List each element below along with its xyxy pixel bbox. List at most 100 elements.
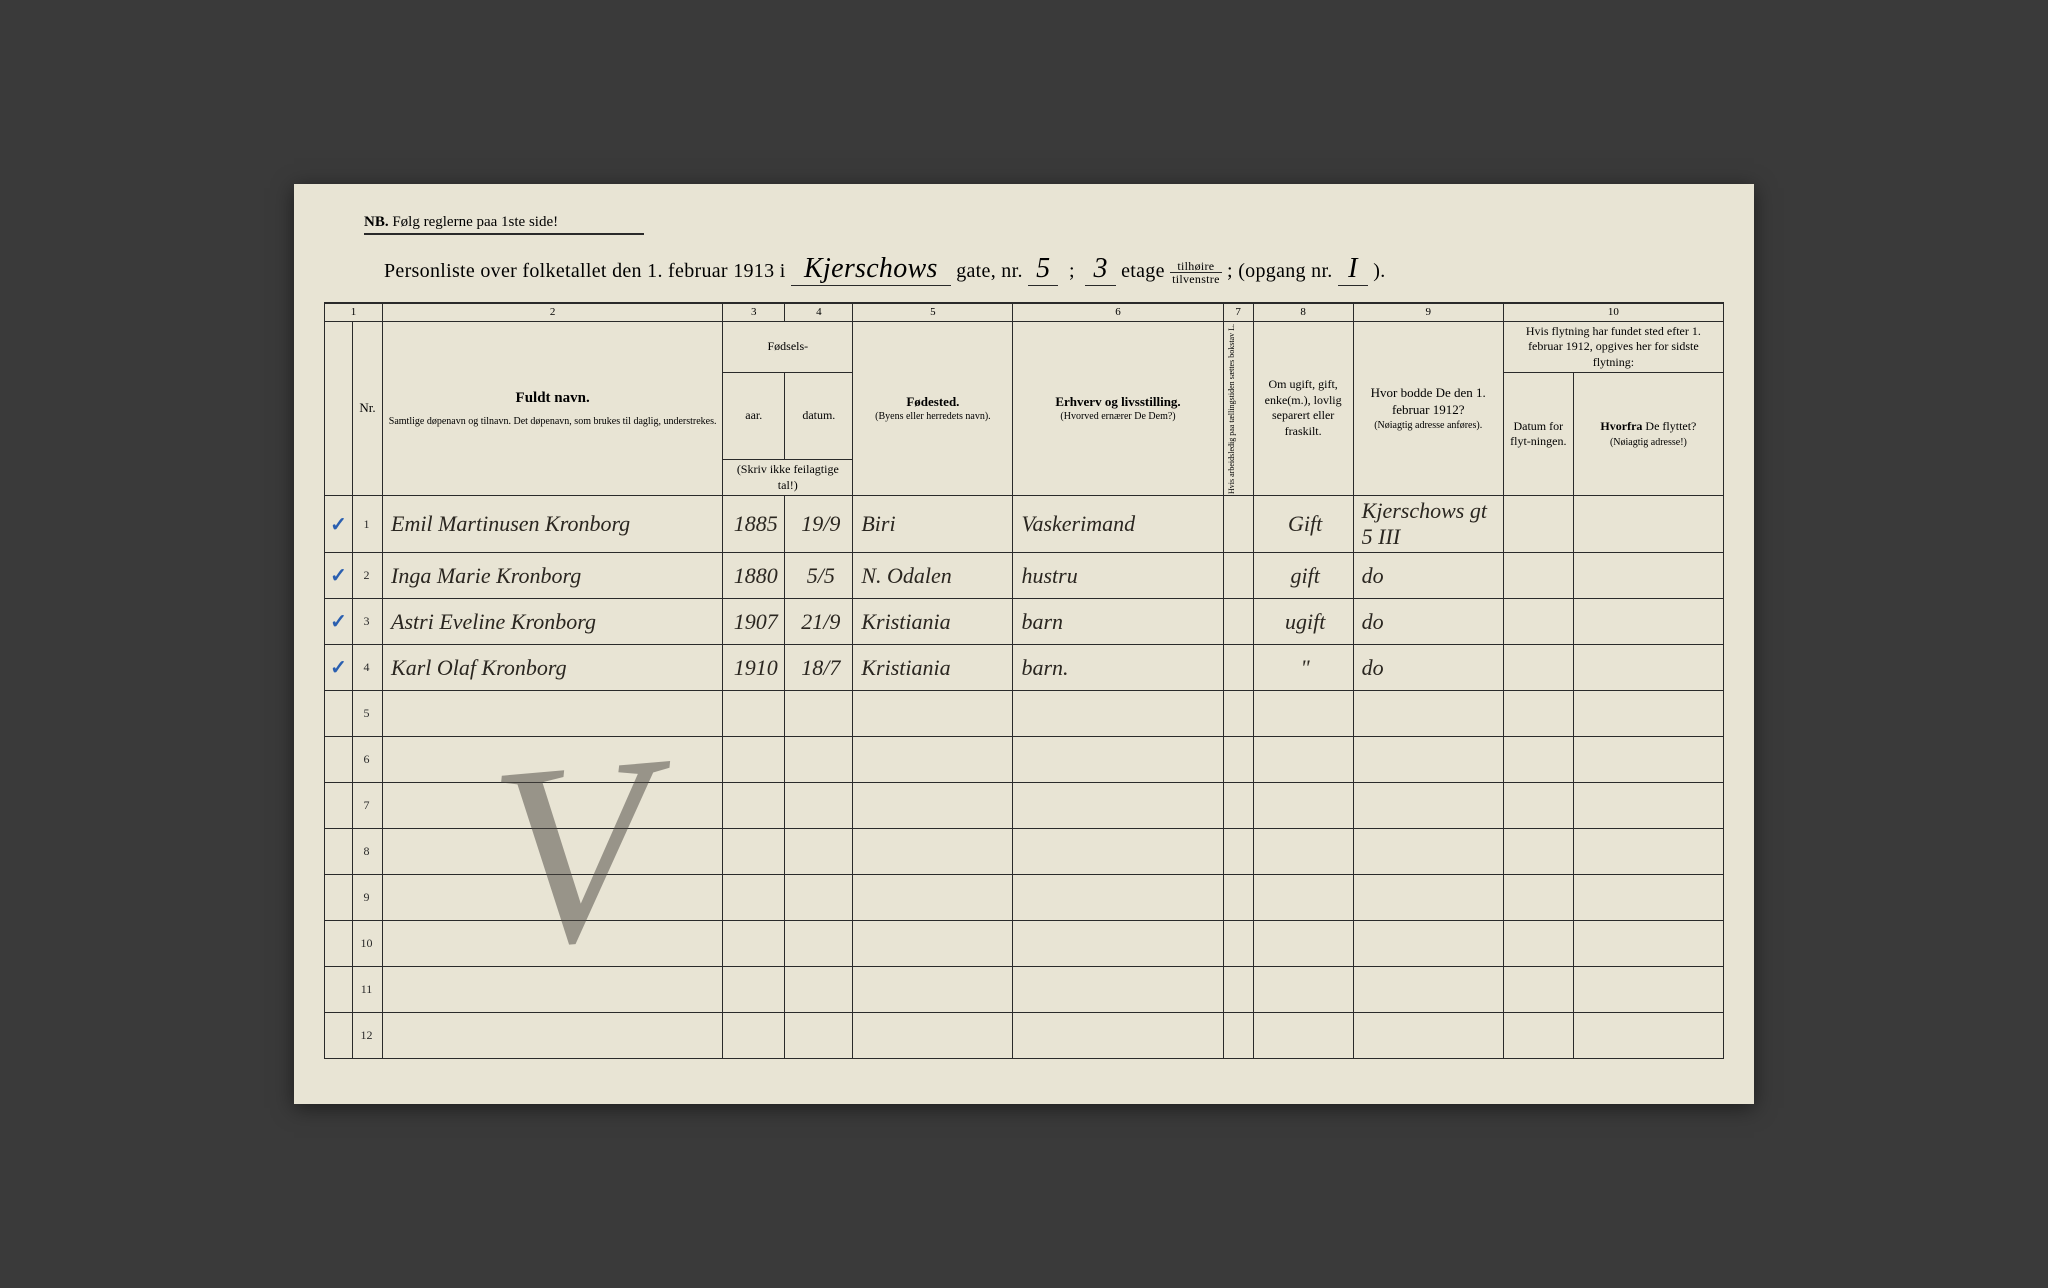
name-cell: Inga Marie Kronborg	[383, 553, 723, 599]
fodsels-header: Fødsels-	[723, 321, 853, 373]
name-cell	[383, 875, 723, 921]
move-from-cell	[1573, 783, 1723, 829]
occupation-cell	[1013, 875, 1223, 921]
check-cell	[325, 691, 353, 737]
date-cell	[785, 875, 853, 921]
etage-label: etage	[1121, 260, 1165, 282]
name-cell	[383, 691, 723, 737]
row-number: 4	[353, 645, 383, 691]
side-fraction: tilhøire tilvenstre	[1170, 260, 1222, 285]
prev-address-cell	[1353, 875, 1503, 921]
census-table: 1 2 3 4 5 6 7 8 9 10 Nr. Fuldt navn. Sam…	[324, 302, 1724, 1059]
birthplace-cell	[853, 737, 1013, 783]
date-cell	[785, 967, 853, 1013]
move-from-cell	[1573, 829, 1723, 875]
occupation-cell: hustru	[1013, 553, 1223, 599]
birthplace-cell	[853, 875, 1013, 921]
birthplace-cell	[853, 921, 1013, 967]
aar-note: (Skriv ikke feilagtige tal!)	[723, 460, 853, 496]
name-cell: Astri Eveline Kronborg	[383, 599, 723, 645]
c7-cell	[1223, 599, 1253, 645]
row-number: 8	[353, 829, 383, 875]
row-number: 12	[353, 1013, 383, 1059]
date-cell	[785, 1013, 853, 1059]
table-row: 8	[325, 829, 1724, 875]
check-cell	[325, 967, 353, 1013]
move-from-cell	[1573, 967, 1723, 1013]
gate-number: 5	[1028, 253, 1058, 286]
marital-cell: "	[1253, 645, 1353, 691]
move-date-cell	[1503, 691, 1573, 737]
year-cell	[723, 829, 785, 875]
date-cell: 18/7	[785, 645, 853, 691]
colnum-6: 6	[1013, 303, 1223, 321]
colnum-8: 8	[1253, 303, 1353, 321]
date-cell	[785, 737, 853, 783]
datum-header: datum.	[785, 373, 853, 460]
opgang-label: ; (opgang nr.	[1227, 260, 1333, 282]
marital-cell	[1253, 737, 1353, 783]
row-number: 5	[353, 691, 383, 737]
year-cell	[723, 1013, 785, 1059]
table-row: ✓4Karl Olaf Kronborg191018/7Kristianiaba…	[325, 645, 1724, 691]
date-cell: 19/9	[785, 496, 853, 553]
birthplace-cell	[853, 783, 1013, 829]
occupation-cell: Vaskerimand	[1013, 496, 1223, 553]
fodested-header: Fødested. (Byens eller herredets navn).	[853, 321, 1013, 496]
nr-header: Nr.	[353, 321, 383, 496]
check-cell: ✓	[325, 645, 353, 691]
check-cell: ✓	[325, 553, 353, 599]
c7-cell	[1223, 829, 1253, 875]
marital-cell	[1253, 1013, 1353, 1059]
year-cell	[723, 691, 785, 737]
year-cell	[723, 875, 785, 921]
colnum-3: 3	[723, 303, 785, 321]
nb-label: NB.	[364, 214, 389, 230]
header-row-1: Nr. Fuldt navn. Samtlige døpenavn og til…	[325, 321, 1724, 373]
erhverv-bold: Erhverv og livsstilling.	[1017, 394, 1218, 411]
move-date-cell	[1503, 599, 1573, 645]
occupation-cell	[1013, 1013, 1223, 1059]
move-date-cell	[1503, 875, 1573, 921]
move-date-cell	[1503, 496, 1573, 553]
c7-cell	[1223, 496, 1253, 553]
c7-cell	[1223, 553, 1253, 599]
marital-cell: gift	[1253, 553, 1353, 599]
move-from-cell	[1573, 875, 1723, 921]
table-row: 10	[325, 921, 1724, 967]
erhverv-header: Erhverv og livsstilling. (Hvorved ernære…	[1013, 321, 1223, 496]
colnum-4: 4	[785, 303, 853, 321]
occupation-cell	[1013, 829, 1223, 875]
date-cell	[785, 691, 853, 737]
etage-number: 3	[1085, 253, 1115, 286]
occupation-cell	[1013, 967, 1223, 1013]
fodested-bold: Fødested.	[857, 394, 1008, 411]
year-cell: 1910	[723, 645, 785, 691]
move-date-cell	[1503, 921, 1573, 967]
move-from-cell	[1573, 1013, 1723, 1059]
move-date-cell	[1503, 783, 1573, 829]
opgang-number: I	[1338, 253, 1368, 286]
table-row: 11	[325, 967, 1724, 1013]
c7-cell	[1223, 645, 1253, 691]
c7-cell	[1223, 1013, 1253, 1059]
c7-cell	[1223, 783, 1253, 829]
name-cell	[383, 921, 723, 967]
table-row: ✓2Inga Marie Kronborg18805/5N. Odalenhus…	[325, 553, 1724, 599]
move-date-cell	[1503, 645, 1573, 691]
table-head: 1 2 3 4 5 6 7 8 9 10 Nr. Fuldt navn. Sam…	[325, 303, 1724, 496]
row-number: 7	[353, 783, 383, 829]
marital-cell	[1253, 875, 1353, 921]
table-row: 9	[325, 875, 1724, 921]
move-from-cell	[1573, 645, 1723, 691]
name-cell: Emil Martinusen Kronborg	[383, 496, 723, 553]
street-name: Kjerschows	[791, 253, 951, 286]
marital-cell: Gift	[1253, 496, 1353, 553]
marital-cell	[1253, 691, 1353, 737]
birthplace-cell	[853, 829, 1013, 875]
colnum-9: 9	[1353, 303, 1503, 321]
occupation-cell	[1013, 737, 1223, 783]
c7-cell	[1223, 737, 1253, 783]
move-date-cell	[1503, 553, 1573, 599]
move-from-cell	[1573, 737, 1723, 783]
